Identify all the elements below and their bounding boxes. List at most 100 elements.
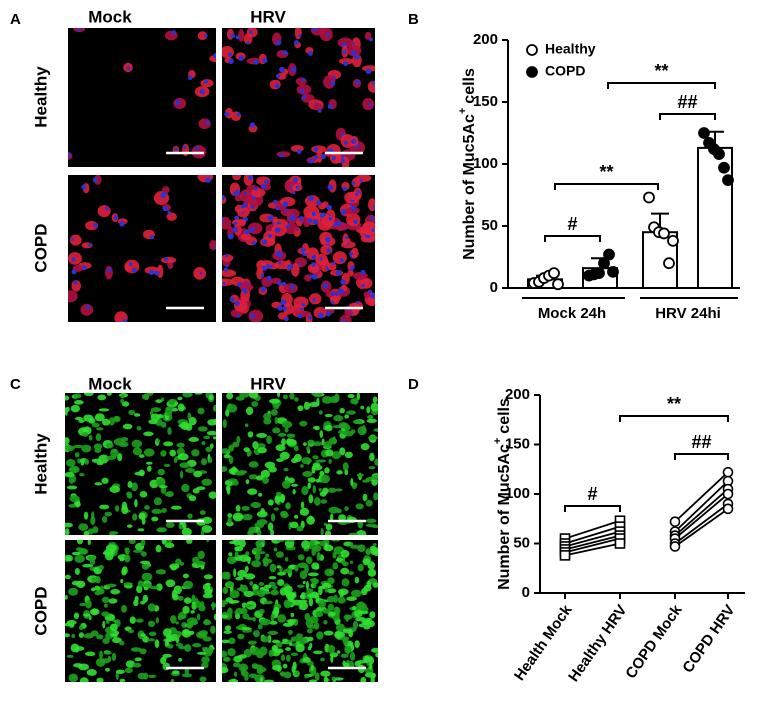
nucleus [276, 280, 282, 286]
nucleus [225, 253, 229, 258]
subject-line [564, 542, 621, 557]
cell [105, 265, 113, 280]
cell [367, 198, 375, 212]
cell [362, 98, 375, 111]
cell [66, 654, 74, 658]
cell [127, 480, 133, 489]
cell [247, 640, 257, 645]
cell [328, 487, 337, 493]
cell [296, 525, 304, 532]
cell [360, 405, 365, 410]
subject-line [674, 488, 729, 537]
cell [140, 540, 146, 547]
cell [207, 419, 216, 426]
cell [181, 629, 192, 638]
cell [325, 449, 334, 457]
cell [91, 422, 100, 428]
nucleus [331, 155, 336, 161]
cell [256, 519, 268, 525]
cell [363, 625, 371, 630]
cell [322, 608, 332, 614]
nucleus [286, 264, 293, 270]
cell [269, 563, 277, 573]
cell [358, 623, 365, 628]
nucleus [277, 305, 283, 311]
cell [108, 598, 118, 604]
cell [300, 464, 304, 468]
nucleus [319, 257, 323, 261]
nucleus [295, 185, 300, 190]
micrograph [68, 28, 216, 167]
cell [181, 673, 193, 678]
cell [178, 657, 183, 662]
cell [330, 540, 341, 542]
nucleus [223, 267, 229, 272]
cell [130, 647, 142, 652]
cell [347, 191, 362, 201]
nucleus [132, 267, 138, 273]
nucleus [361, 283, 365, 288]
cell [163, 441, 174, 447]
micrograph [222, 393, 378, 535]
cell [148, 419, 158, 425]
cell [115, 669, 125, 675]
data-point [722, 174, 734, 187]
cell [203, 618, 210, 625]
cell [120, 579, 124, 584]
cell [226, 393, 234, 400]
nucleus [280, 299, 287, 306]
cell [328, 458, 332, 465]
cell [222, 656, 231, 662]
cell [190, 610, 195, 614]
cell [344, 414, 349, 419]
micrograph [68, 175, 216, 322]
cell [69, 495, 80, 503]
micrograph [65, 540, 216, 682]
cell [307, 636, 314, 642]
cell [258, 582, 265, 587]
cell [251, 560, 262, 568]
cell [179, 470, 184, 479]
cell [321, 582, 332, 589]
cell [366, 406, 371, 414]
cell [227, 648, 236, 657]
cell [254, 552, 261, 561]
nucleus [296, 149, 302, 155]
nucleus [312, 219, 319, 225]
cell [285, 540, 296, 543]
nucleus [322, 283, 328, 289]
cell [156, 478, 166, 487]
cell [295, 77, 307, 86]
micrograph [65, 393, 216, 535]
nucleus [301, 77, 306, 82]
cell [245, 551, 250, 556]
cell [162, 653, 172, 658]
nucleus [282, 306, 288, 311]
cell [252, 547, 263, 552]
cell [331, 451, 342, 460]
cell [352, 419, 363, 425]
nucleus [205, 120, 210, 125]
micrograph-content [222, 175, 375, 322]
cell [112, 531, 119, 535]
cell [276, 151, 291, 158]
cell [308, 597, 314, 607]
cell [142, 635, 150, 643]
cell [339, 447, 346, 456]
cell [320, 657, 325, 662]
cell [206, 430, 216, 436]
cell [235, 607, 244, 615]
cell [365, 617, 372, 622]
nucleus [281, 281, 287, 287]
nucleus [232, 175, 238, 177]
cell [319, 491, 327, 497]
cell [94, 585, 101, 591]
nucleus [73, 280, 78, 285]
nucleus [341, 318, 346, 322]
cell [312, 455, 319, 460]
cell [65, 522, 73, 528]
cell [200, 529, 205, 535]
cell [291, 665, 296, 673]
nucleus [262, 58, 268, 64]
nucleus [243, 191, 248, 196]
